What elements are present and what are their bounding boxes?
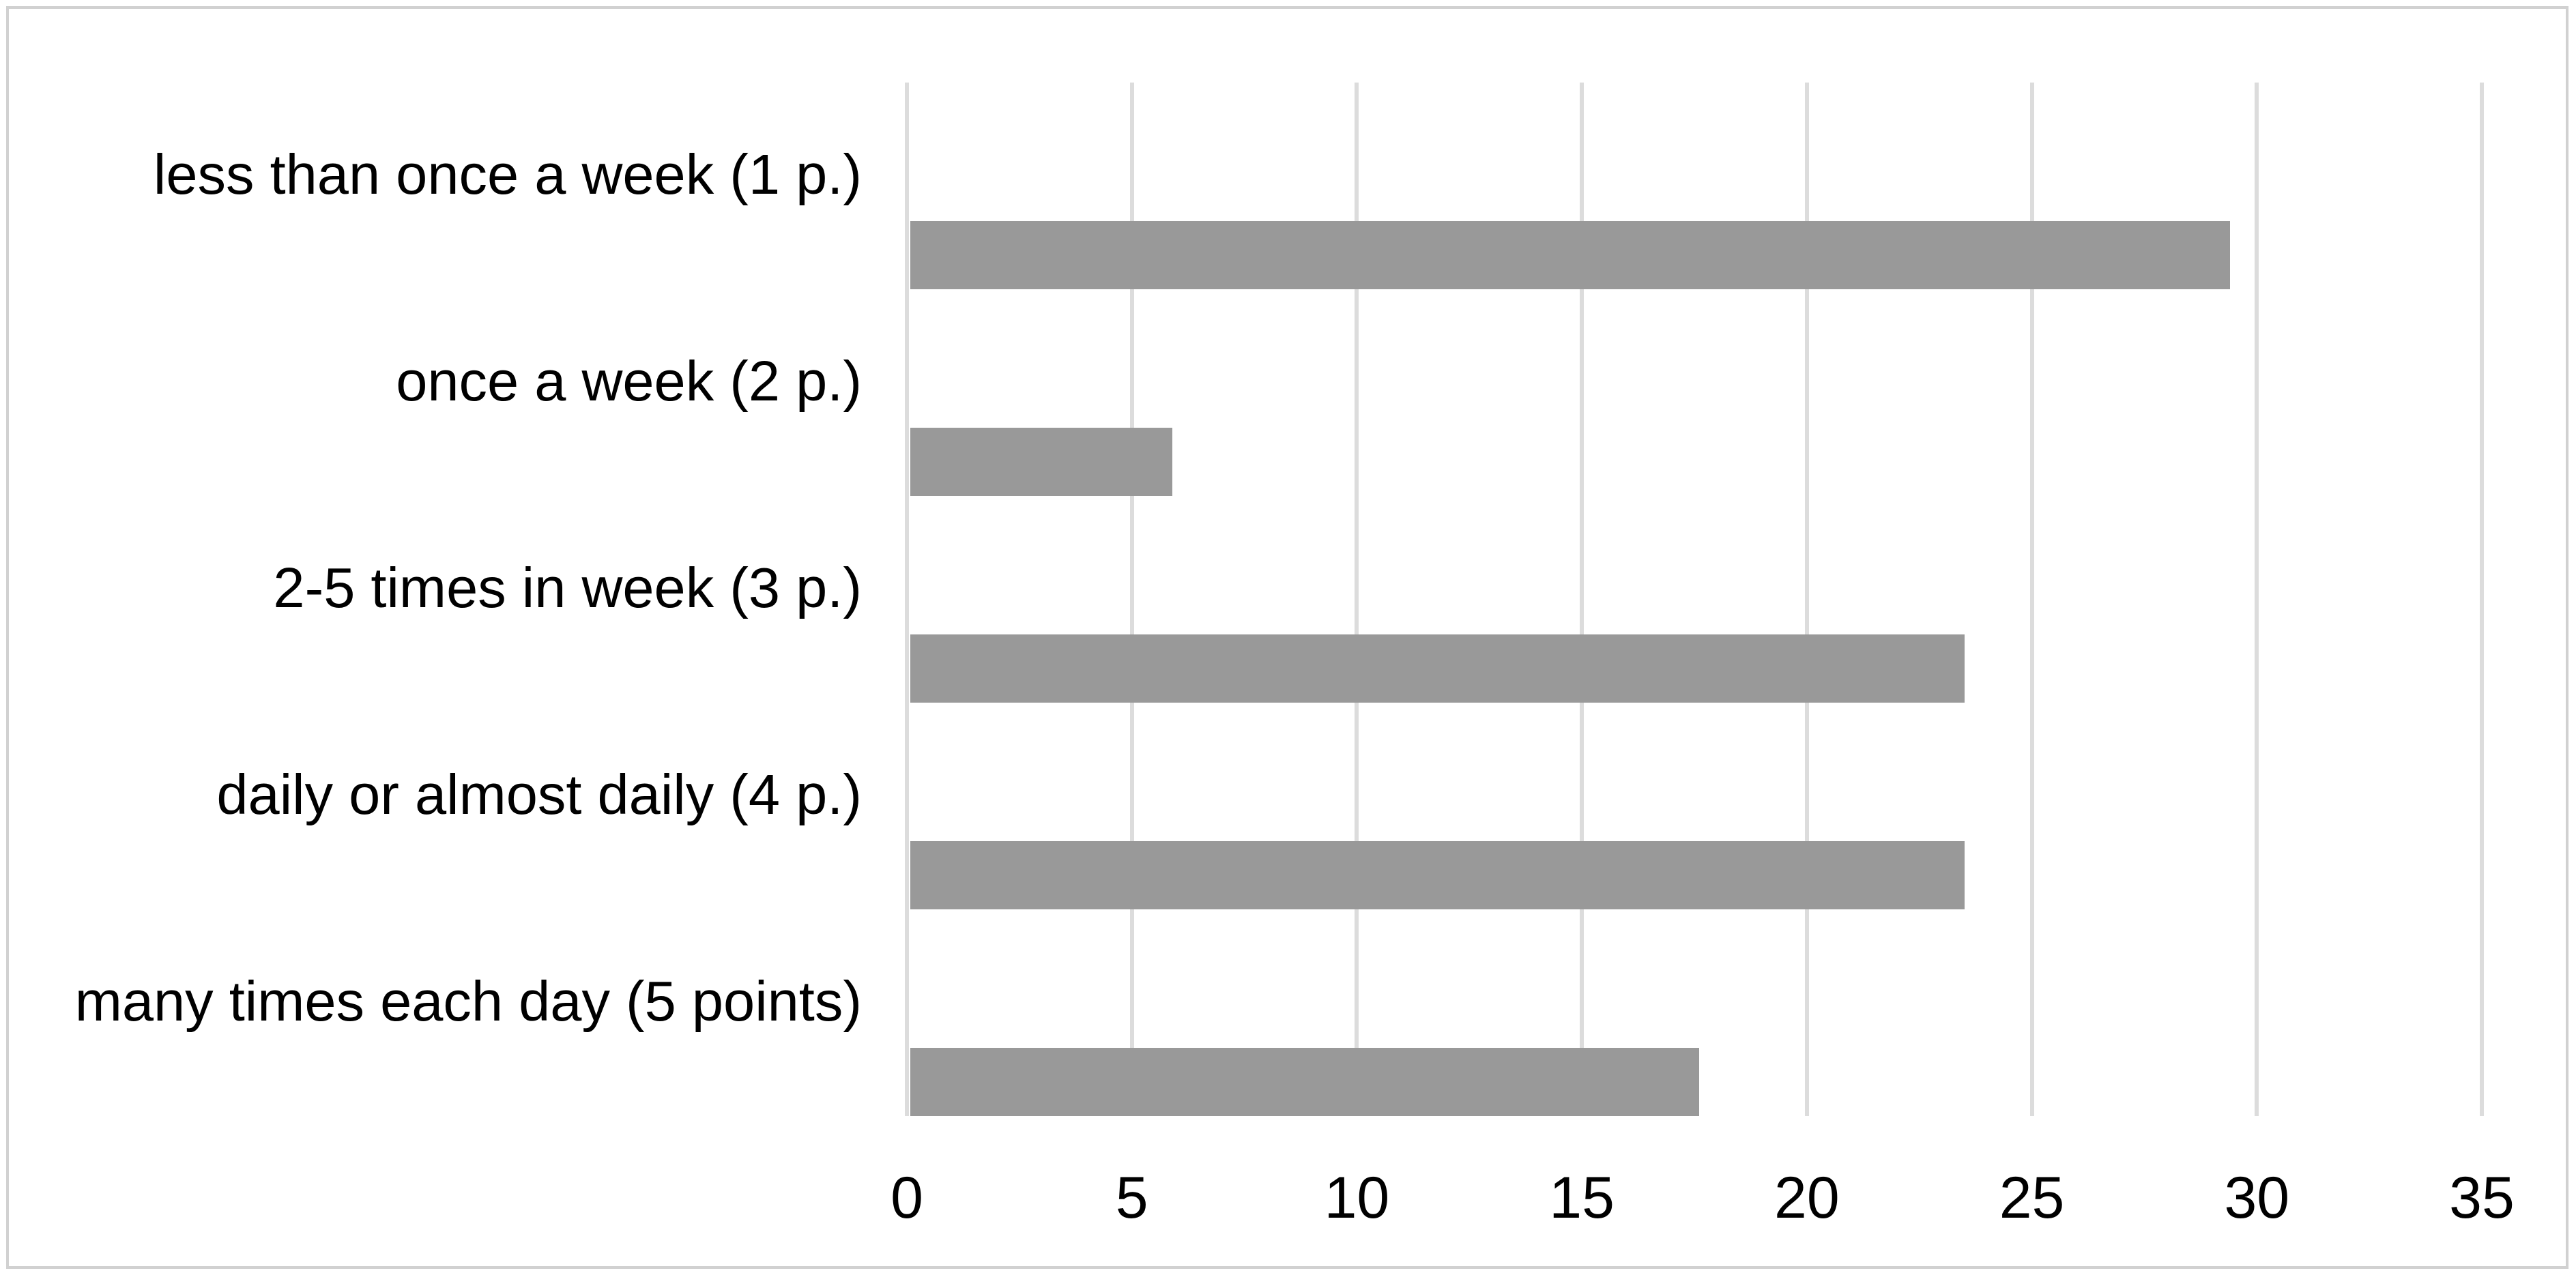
gridline-x-35 <box>2480 83 2484 1116</box>
bar-2 <box>910 634 1965 703</box>
x-tick-label-5: 5 <box>1115 1165 1148 1231</box>
x-tick-label-35: 35 <box>2449 1165 2515 1231</box>
x-tick-label-10: 10 <box>1324 1165 1390 1231</box>
plot-area <box>905 83 2484 1116</box>
gridline-x-5 <box>1129 83 1134 1116</box>
x-tick-label-15: 15 <box>1549 1165 1615 1231</box>
gridline-x-15 <box>1580 83 1584 1116</box>
gridline-x-25 <box>2029 83 2034 1116</box>
category-label-4: many times each day (5 points) <box>74 969 862 1033</box>
gridline-x-0 <box>905 83 909 1116</box>
category-label-1: once a week (2 p.) <box>396 349 862 413</box>
x-tick-label-25: 25 <box>1999 1165 2065 1231</box>
bar-4 <box>910 1048 1699 1116</box>
x-tick-label-0: 0 <box>891 1165 923 1231</box>
x-tick-label-20: 20 <box>1774 1165 1840 1231</box>
gridline-x-30 <box>2255 83 2259 1116</box>
bar-1 <box>910 428 1173 496</box>
chart-frame: less than once a week (1 p.) once a week … <box>6 6 2568 1269</box>
category-label-2: 2-5 times in week (3 p.) <box>273 555 862 619</box>
category-label-0: less than once a week (1 p.) <box>153 142 862 206</box>
category-label-3: daily or almost daily (4 p.) <box>216 762 862 826</box>
gridline-x-20 <box>1804 83 1809 1116</box>
bar-0 <box>910 221 2230 289</box>
x-tick-label-30: 30 <box>2224 1165 2290 1231</box>
gridline-x-10 <box>1355 83 1359 1116</box>
bar-3 <box>910 841 1965 909</box>
